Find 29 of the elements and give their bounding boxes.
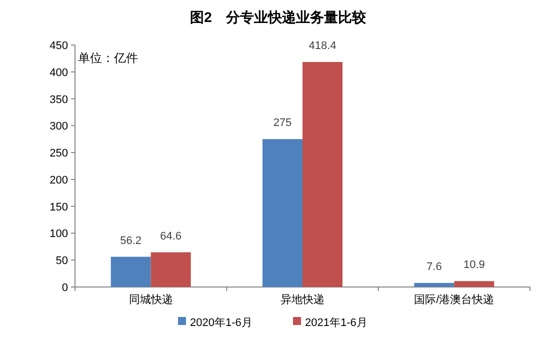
y-tick-label: 150 <box>50 201 68 214</box>
x-tick-label: 同城快递 <box>128 293 173 306</box>
bar <box>454 281 494 287</box>
legend-label: 2021年1-6月 <box>305 317 368 329</box>
annotation: 单位：亿件 <box>78 51 138 65</box>
data-label: 7.6 <box>426 260 442 273</box>
y-tick-label: 450 <box>50 40 68 52</box>
x-tick-label: 异地快递 <box>280 293 324 306</box>
y-tick-label: 400 <box>50 66 68 79</box>
y-tick-label: 300 <box>50 120 68 133</box>
bar <box>110 256 151 287</box>
bar <box>414 282 454 287</box>
data-label: 275 <box>273 117 292 130</box>
bar <box>302 62 342 287</box>
y-tick-label: 0 <box>62 282 68 294</box>
data-label: 64.6 <box>160 230 182 242</box>
y-tick-label: 100 <box>50 228 68 240</box>
y-tick-label: 350 <box>50 94 68 106</box>
data-label: 56.2 <box>120 234 142 247</box>
data-label: 10.9 <box>463 259 485 272</box>
x-tick-label: 国际/港澳台快递 <box>414 293 494 306</box>
y-tick-label: 200 <box>50 174 68 186</box>
bar <box>262 139 302 287</box>
legend-label: 2020年1-6月 <box>190 317 252 329</box>
bar <box>150 252 191 287</box>
y-tick-label: 50 <box>56 255 68 268</box>
y-tick-label: 250 <box>50 148 68 160</box>
data-label: 418.4 <box>308 40 336 52</box>
chart-title: 图2 分专业快递业务量比较 <box>190 9 367 25</box>
